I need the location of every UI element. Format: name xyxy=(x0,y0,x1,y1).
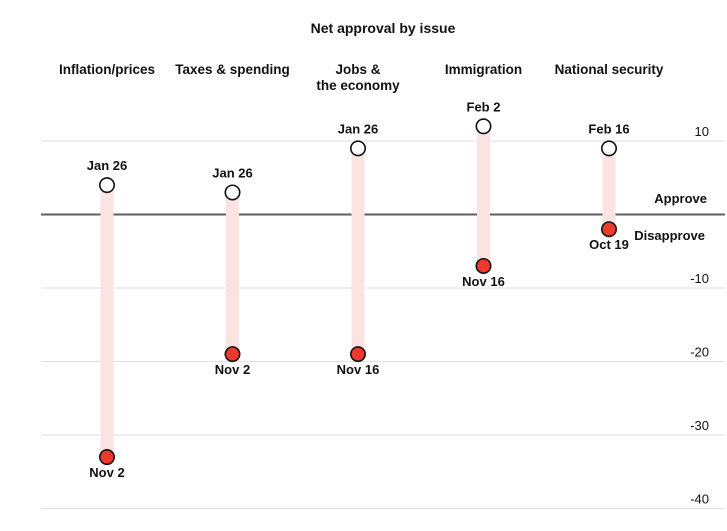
red-dot-date-inflation-prices: Nov 2 xyxy=(89,465,124,480)
white-dot-inflation-prices xyxy=(99,177,116,194)
column-header-national-security: National security xyxy=(555,62,664,77)
white-dot-date-national-security: Feb 16 xyxy=(588,121,629,136)
red-dot-date-national-security: Oct 19 xyxy=(589,237,629,252)
white-dot-date-taxes-spending: Jan 26 xyxy=(212,165,252,180)
white-dot-jobs-the-economy xyxy=(349,140,366,157)
range-band-jobs-the-economy xyxy=(351,148,365,355)
white-dot-national-security xyxy=(600,140,617,157)
tick-label-10: 10 xyxy=(695,124,709,139)
tick-label-neg10: -10 xyxy=(690,271,709,286)
range-band-national-security xyxy=(602,148,616,230)
dots-layer xyxy=(99,118,617,466)
chart-title: Net approval by issue xyxy=(311,20,456,36)
approve-label: Approve xyxy=(654,191,707,206)
disapprove-label: Disapprove xyxy=(634,228,705,243)
red-dot-date-jobs-the-economy: Nov 16 xyxy=(337,362,380,377)
red-dot-date-immigration: Nov 16 xyxy=(462,274,505,289)
column-header-inflation-prices: Inflation/prices xyxy=(59,62,155,77)
column-header-taxes-spending: Taxes & spending xyxy=(175,62,290,77)
white-dot-date-inflation-prices: Jan 26 xyxy=(87,158,127,173)
white-dot-immigration xyxy=(475,118,492,135)
range-band-taxes-spending xyxy=(226,192,239,355)
white-dot-date-immigration: Feb 2 xyxy=(467,99,501,114)
labels-layer: Inflation/prices Jan 26 Nov 2 Taxes & spend… xyxy=(59,62,664,480)
red-dot-taxes-spending xyxy=(224,346,241,363)
red-dot-date-taxes-spending: Nov 2 xyxy=(215,362,250,377)
range-bands-layer xyxy=(100,126,616,458)
tick-label-neg30: -30 xyxy=(690,418,709,433)
column-header-jobs-the-economy: Jobs & the economy xyxy=(316,62,400,93)
tick-label-neg20: -20 xyxy=(690,345,709,360)
range-band-immigration xyxy=(477,126,490,266)
tick-label-neg40: -40 xyxy=(690,492,709,507)
red-dot-immigration xyxy=(475,257,492,274)
white-dot-taxes-spending xyxy=(224,184,241,201)
gridlines-layer: 10 -10 -20 -30 -40 xyxy=(41,124,725,509)
range-band-inflation-prices xyxy=(100,185,114,458)
red-dot-jobs-the-economy xyxy=(349,346,366,363)
red-dot-inflation-prices xyxy=(99,449,116,466)
column-header-immigration: Immigration xyxy=(445,62,522,77)
red-dot-national-security xyxy=(600,221,617,238)
white-dot-date-jobs-the-economy: Jan 26 xyxy=(338,121,378,136)
